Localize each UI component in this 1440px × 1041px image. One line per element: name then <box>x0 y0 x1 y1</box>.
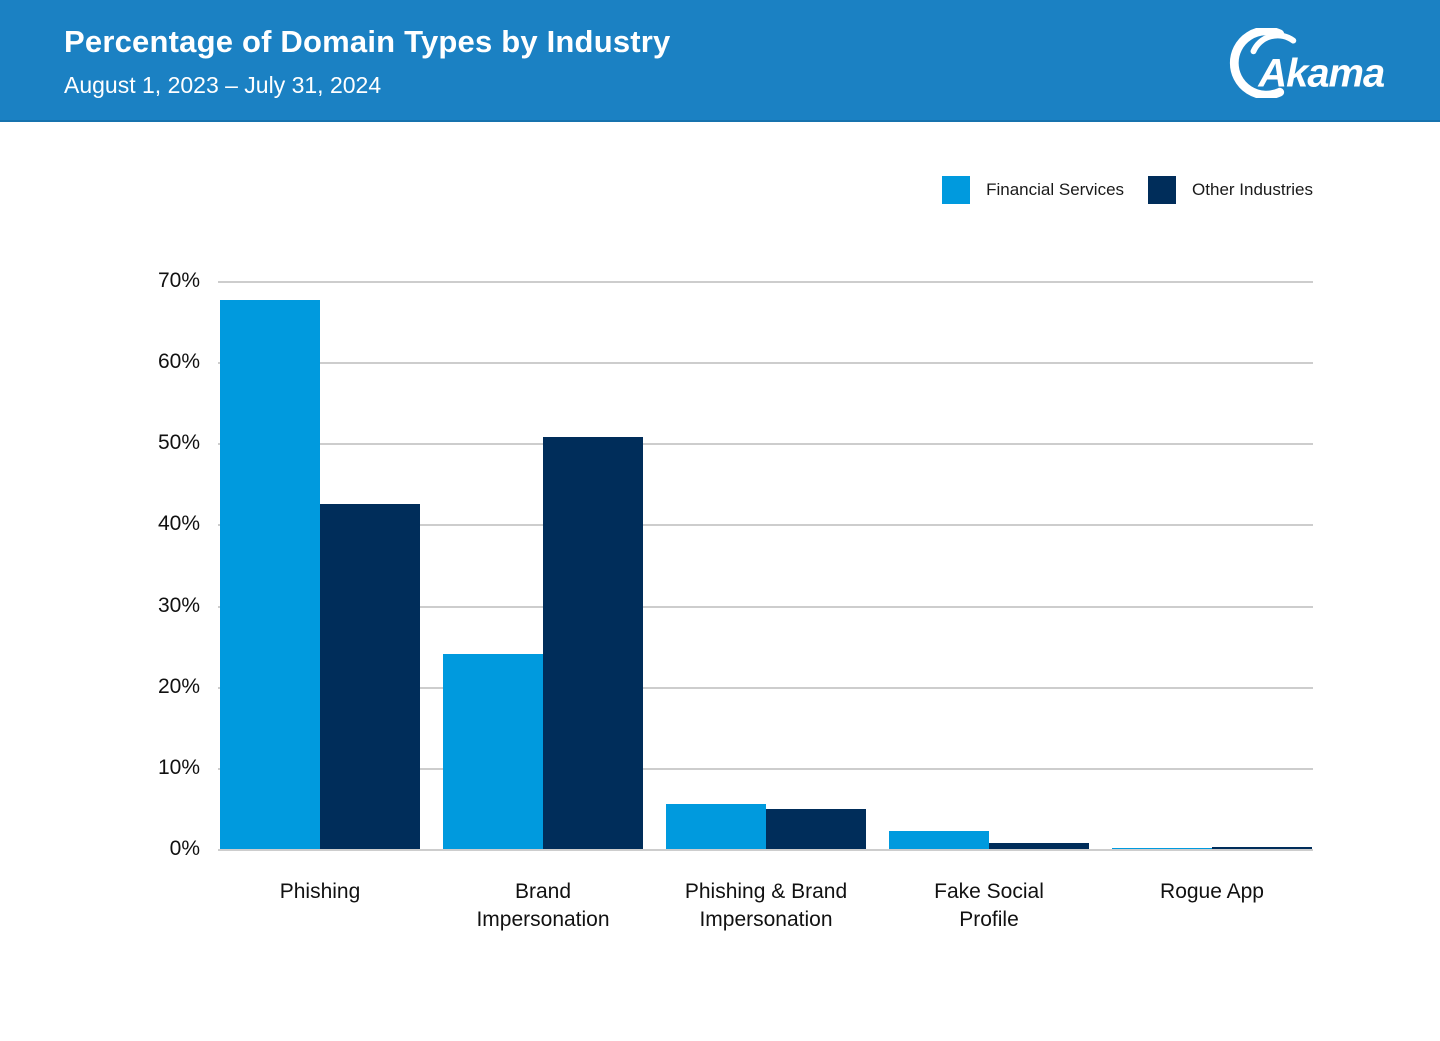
x-axis-label-line: Brand <box>514 880 572 903</box>
akamai-swoosh-top-icon <box>1250 32 1297 55</box>
x-axis-label-line: Phishing <box>279 880 361 903</box>
gridline-10-percent <box>218 767 1313 770</box>
bar-other-industries-rogue-app <box>1212 846 1312 849</box>
y-axis-tick-label-40: 40% <box>157 512 200 536</box>
x-axis-label-line: Impersonation <box>476 908 610 931</box>
bar-financial-services-phishing <box>220 300 320 849</box>
x-axis-label-line: Phishing & Brand <box>684 880 848 903</box>
x-axis-label-brand-impersonation: Brand Impersonation <box>476 878 609 934</box>
akamai-swoosh-icon <box>1229 28 1285 98</box>
y-axis-tick-label-30: 30% <box>157 593 200 617</box>
y-axis-tick-label-60: 60% <box>157 350 200 374</box>
date-range-subtitle: August 1, 2023 – July 31, 2024 <box>64 72 382 98</box>
bar-other-industries-brand-impersonation <box>543 436 643 849</box>
gridline-30-percent <box>218 605 1313 608</box>
x-axis-label-fake-social-profile: Fake Social Profile <box>934 878 1044 934</box>
header: Percentage of Domain Types by Industry A… <box>0 0 1440 122</box>
bar-other-industries-phishing-brand-impersonation <box>766 809 866 849</box>
bar-financial-services-brand-impersonation <box>443 654 543 849</box>
gridline-50-percent <box>218 443 1313 446</box>
bar-group-rogue-app <box>1112 846 1312 849</box>
bar-financial-services-rogue-app <box>1112 848 1212 849</box>
x-axis-label-phishing: Phishing <box>280 878 361 906</box>
gridline-60-percent <box>218 362 1313 365</box>
bar-other-industries-phishing <box>320 504 420 849</box>
bar-financial-services-fake-social-profile <box>889 831 989 849</box>
x-axis-label-line: Profile <box>959 908 1019 931</box>
y-axis-tick-label-50: 50% <box>157 431 200 455</box>
bar-group-fake-social-profile <box>889 831 1089 849</box>
y-axis-tick-label-0: 0% <box>169 837 200 860</box>
page-title: Percentage of Domain Types by Industry <box>64 24 671 59</box>
legend-swatch-other-industries <box>1148 176 1177 204</box>
gridline-20-percent <box>218 686 1313 689</box>
legend-swatch-financial-services <box>942 176 971 204</box>
y-axis-tick-label-10: 10% <box>157 755 200 779</box>
legend-label: Other Industries <box>1192 180 1313 199</box>
bar-other-industries-fake-social-profile <box>989 843 1089 849</box>
legend-item-other-industries: Other Industries <box>1148 176 1313 204</box>
x-axis-label-line: Fake Social <box>934 880 1044 903</box>
x-axis-label-phishing-brand-impersonation: Phishing & Brand Impersonation <box>685 878 847 934</box>
bar-group-phishing <box>220 300 420 849</box>
akamai-logo-text: Akamai <box>1257 51 1385 95</box>
y-axis-tick-label-20: 20% <box>157 674 200 698</box>
gridline-40-percent <box>218 524 1313 527</box>
legend-label: Financial Services <box>986 180 1125 199</box>
akamai-logo: Akamai <box>1229 28 1385 98</box>
bar-group-brand-impersonation <box>443 436 643 849</box>
bar-financial-services-phishing-brand-impersonation <box>666 803 766 849</box>
legend: Financial Services Other Industries <box>942 176 1313 204</box>
plot-area <box>218 281 1313 851</box>
bar-group-phishing-brand-impersonation <box>666 803 866 849</box>
x-axis-label-line: Rogue App <box>1160 880 1264 903</box>
legend-item-financial-services: Financial Services <box>942 176 1124 204</box>
x-axis-label-line: Impersonation <box>699 908 833 931</box>
gridline-0-percent <box>218 849 1313 851</box>
gridline-70-percent <box>218 281 1313 283</box>
x-axis-label-rogue-app: Rogue App <box>1160 878 1264 906</box>
y-axis-tick-label-70: 70% <box>157 269 200 292</box>
